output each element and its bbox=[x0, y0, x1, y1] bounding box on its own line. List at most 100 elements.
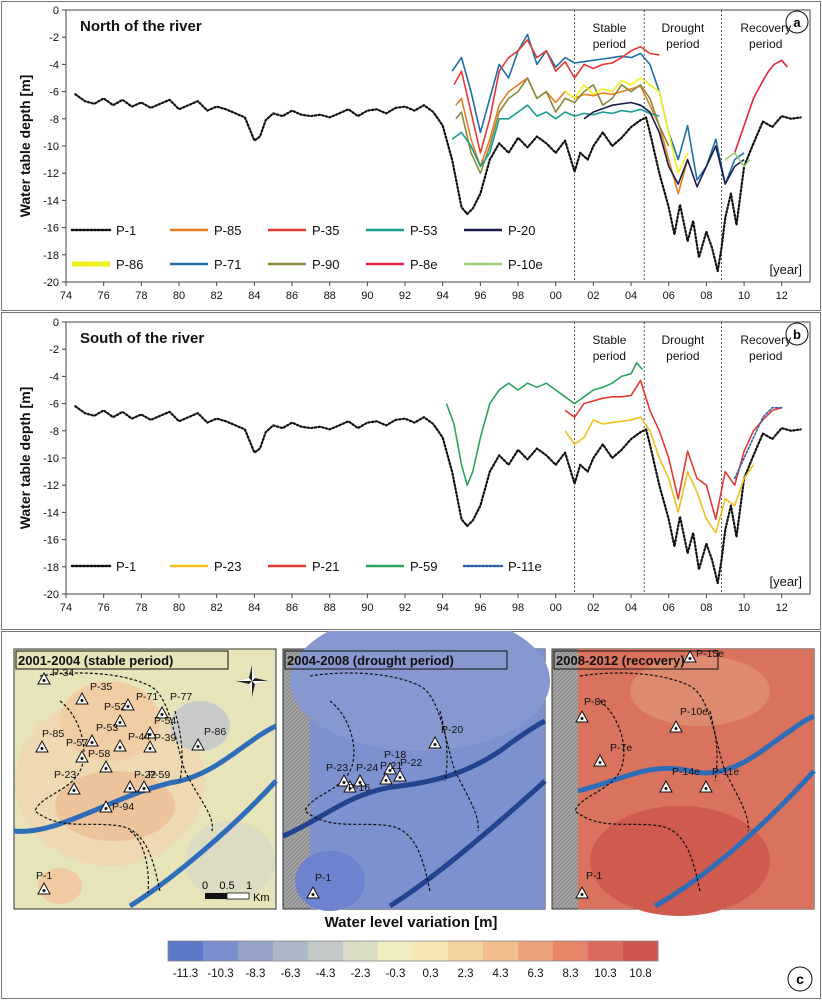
series-p-59 bbox=[445, 361, 644, 486]
period-label-top: Stable bbox=[592, 21, 626, 35]
y-tick-label: -4 bbox=[49, 59, 59, 71]
legend-label-p-1: P-1 bbox=[116, 559, 136, 574]
legend-label-p-71: P-71 bbox=[214, 257, 241, 272]
period-label-top: Drought bbox=[662, 333, 705, 347]
well-label-p-24: P-24 bbox=[356, 762, 378, 774]
series-p-1 bbox=[74, 405, 802, 585]
year-unit-label: [year] bbox=[769, 262, 802, 277]
well-label-p-1: P-1 bbox=[586, 870, 603, 882]
well-label-p-52: P-52 bbox=[104, 701, 126, 713]
well-marker-dot bbox=[40, 747, 44, 750]
well-marker-dot bbox=[118, 746, 122, 749]
period-label-top: Recovery bbox=[740, 333, 791, 347]
legend-label-p-53: P-53 bbox=[410, 223, 437, 238]
well-marker-dot bbox=[160, 713, 164, 716]
colorbar-label: 10.3 bbox=[594, 968, 616, 980]
colorbar-label: 4.3 bbox=[493, 968, 509, 980]
colorbar-label: -11.3 bbox=[173, 968, 198, 980]
year-unit-label: [year] bbox=[769, 574, 802, 589]
colorbar-label: 8.3 bbox=[563, 968, 579, 980]
x-tick-label: 74 bbox=[60, 290, 72, 302]
period-label-bottom: period bbox=[593, 349, 626, 363]
series-p-20 bbox=[583, 101, 745, 188]
well-label-p-7e: P-7e bbox=[610, 742, 632, 754]
colorbar-label: 6.3 bbox=[528, 968, 544, 980]
well-label-p-71: P-71 bbox=[136, 691, 158, 703]
well-label-p-54: P-54 bbox=[154, 715, 176, 727]
well-marker-icon bbox=[67, 781, 81, 795]
legend-label-p-23: P-23 bbox=[214, 559, 241, 574]
well-marker-dot bbox=[72, 789, 76, 792]
well-marker-dot bbox=[118, 721, 122, 724]
chart-title: North of the river bbox=[80, 18, 202, 35]
well-label-p-11e: P-11e bbox=[712, 766, 739, 778]
well-marker-icon bbox=[659, 779, 673, 793]
x-tick-label: 94 bbox=[437, 290, 449, 302]
well-marker-icon bbox=[121, 697, 135, 711]
colorbar-label: -0.3 bbox=[386, 968, 406, 980]
well-marker-dot bbox=[580, 893, 584, 896]
y-tick-label: -8 bbox=[49, 114, 59, 126]
y-tick-label: -12 bbox=[43, 168, 59, 180]
scale-bar: 0 0.5 1 Km bbox=[202, 880, 270, 904]
well-marker-icon bbox=[699, 779, 713, 793]
well-marker-dot bbox=[704, 787, 708, 790]
x-tick-label: 86 bbox=[286, 290, 298, 302]
colorbar-frame bbox=[167, 940, 659, 962]
scalebar-half: 0.5 bbox=[219, 880, 234, 892]
well-marker-dot bbox=[348, 787, 352, 790]
well-label-p-18: P-18 bbox=[384, 749, 406, 761]
panel-c-label: c bbox=[787, 966, 813, 992]
series-p-86 bbox=[564, 77, 689, 174]
well-marker-icon bbox=[337, 773, 351, 787]
well-marker-dot bbox=[398, 776, 402, 779]
map1-title: 2001-2004 (stable period) bbox=[18, 653, 173, 668]
well-marker-dot bbox=[80, 757, 84, 760]
panel-a-frame bbox=[1, 1, 821, 311]
series-p-21 bbox=[564, 379, 782, 520]
well-marker-icon bbox=[669, 719, 683, 733]
x-tick-label: 84 bbox=[248, 602, 260, 614]
well-marker-icon bbox=[113, 713, 127, 727]
well-label-p-58: P-58 bbox=[88, 748, 110, 760]
well-label-p-44: P-44 bbox=[128, 731, 150, 743]
x-tick-label: 02 bbox=[587, 290, 599, 302]
x-tick-label: 82 bbox=[211, 602, 223, 614]
well-marker-dot bbox=[311, 893, 315, 896]
series-p-71 bbox=[451, 33, 745, 185]
well-marker-icon bbox=[393, 768, 407, 782]
panel-label: a bbox=[793, 15, 801, 30]
well-marker-dot bbox=[90, 741, 94, 744]
x-tick-label: 10 bbox=[738, 290, 750, 302]
well-label-p-14e: P-14e bbox=[672, 766, 700, 778]
well-marker-dot bbox=[358, 781, 362, 784]
well-marker-icon bbox=[113, 738, 127, 752]
x-tick-label: 80 bbox=[173, 602, 185, 614]
compass-rose-icon bbox=[236, 665, 268, 697]
well-marker-icon bbox=[123, 779, 137, 793]
colorbar-swatch bbox=[413, 941, 449, 961]
y-tick-label: 0 bbox=[53, 317, 59, 329]
x-tick-label: 88 bbox=[324, 602, 336, 614]
x-tick-label: 98 bbox=[512, 290, 524, 302]
x-tick-label: 00 bbox=[550, 290, 562, 302]
colorbar-swatch bbox=[273, 941, 309, 961]
colorbar-swatch bbox=[378, 941, 414, 961]
well-label-p-94: P-94 bbox=[112, 801, 134, 813]
y-tick-label: -16 bbox=[43, 535, 59, 547]
legend-label-p-1: P-1 bbox=[116, 223, 136, 238]
y-tick-label: -8 bbox=[49, 426, 59, 438]
y-tick-label: -10 bbox=[43, 141, 59, 153]
y-tick-label: -16 bbox=[43, 223, 59, 235]
panel-label: b bbox=[793, 327, 801, 342]
panel-b-frame bbox=[1, 312, 821, 630]
well-label-p-15e: P-15e bbox=[696, 648, 724, 660]
well-label-p-8e: P-8e bbox=[584, 696, 606, 708]
y-tick-label: -18 bbox=[43, 250, 59, 262]
period-label-bottom: period bbox=[749, 349, 782, 363]
series-p-35 bbox=[453, 39, 660, 154]
well-marker-icon bbox=[99, 759, 113, 773]
well-label-p-21: P-21 bbox=[380, 760, 402, 772]
well-marker-dot bbox=[104, 807, 108, 810]
